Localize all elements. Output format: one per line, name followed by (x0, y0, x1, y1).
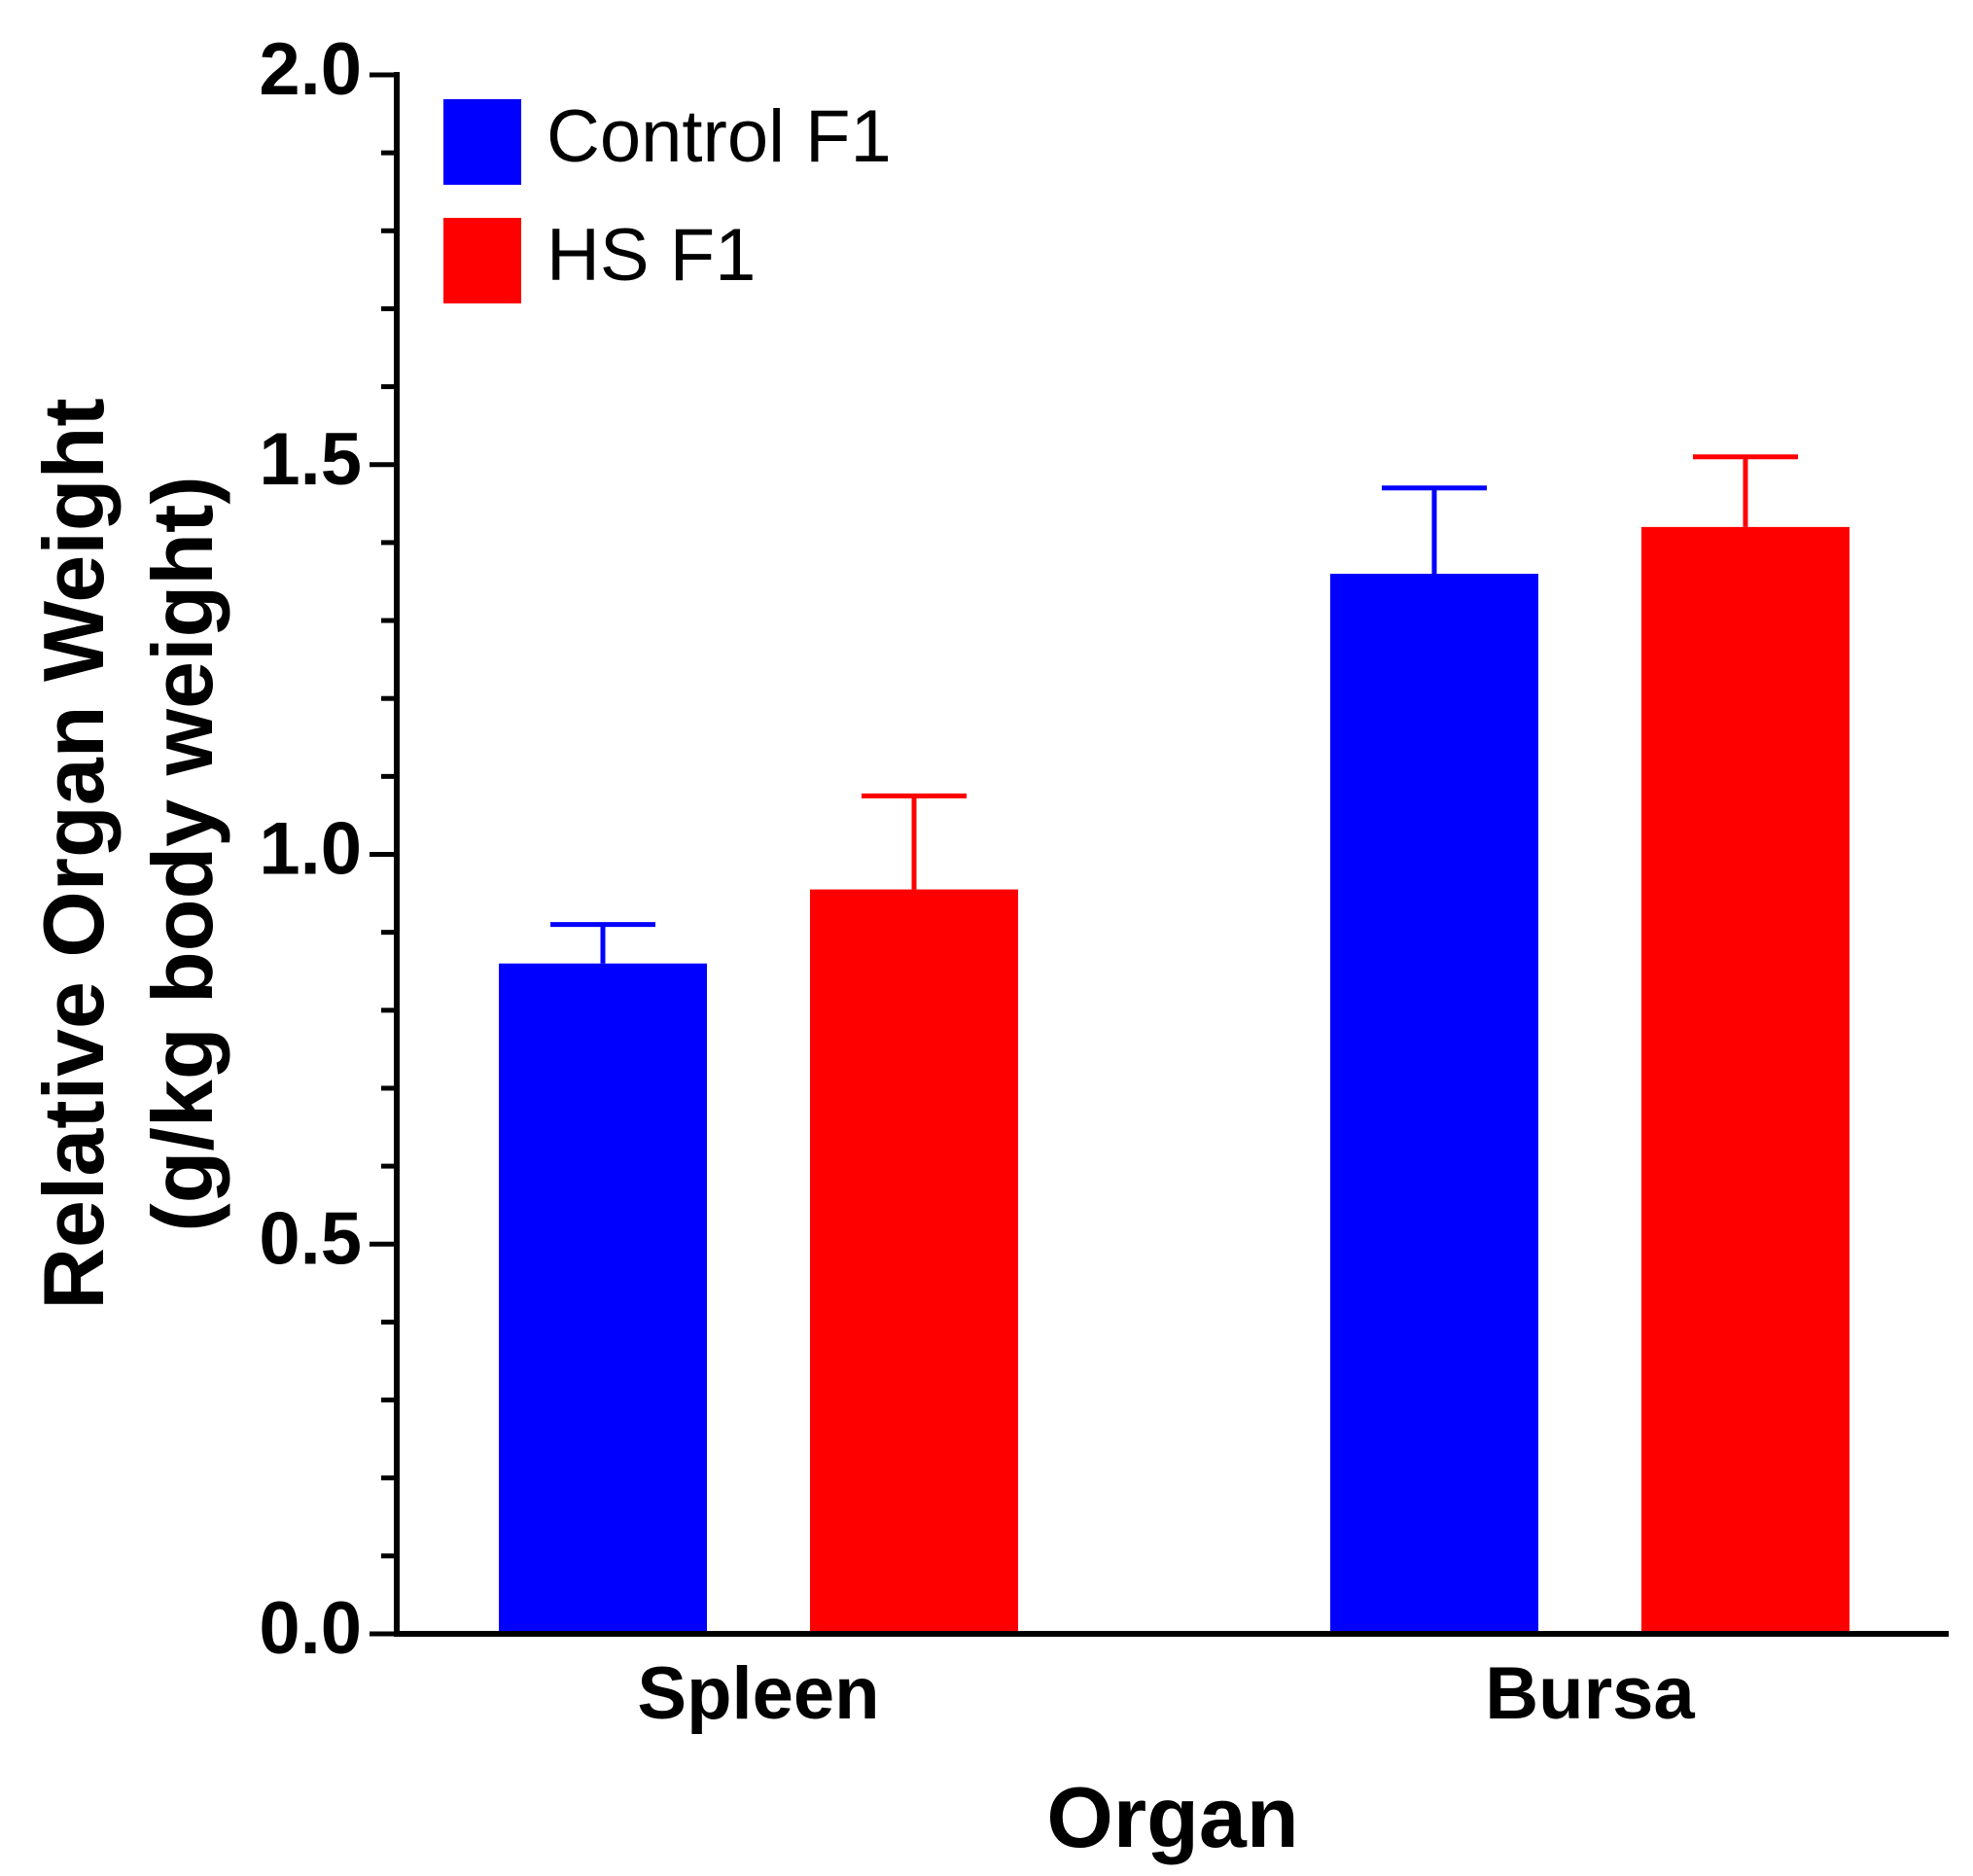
bar-spleen-hs-f1 (810, 889, 1018, 1634)
legend-label-hs-f1: HS F1 (546, 214, 756, 297)
y-tick-label: 0.5 (259, 1197, 362, 1280)
legend-label-control-f1: Control F1 (546, 95, 892, 178)
legend-swatch-hs-f1 (443, 218, 521, 303)
x-axis-title: Organ (1046, 1769, 1298, 1865)
y-axis-title-line1: Relative Organ Weight (25, 398, 122, 1309)
x-category-label-bursa: Bursa (1485, 1652, 1695, 1735)
bar-bursa-hs-f1 (1641, 526, 1850, 1634)
x-category-labels: Spleen Bursa (637, 1652, 1695, 1735)
y-tick-label: 1.0 (259, 808, 362, 891)
x-category-label-spleen: Spleen (637, 1652, 879, 1735)
bar-bursa-control-f1 (1330, 573, 1538, 1635)
y-axis-title-line2: (g/kg body weight) (134, 476, 230, 1231)
y-tick-label: 1.5 (259, 418, 362, 501)
y-axis-title: Relative Organ Weight (g/kg body weight) (25, 398, 230, 1309)
legend-swatch-control-f1 (443, 99, 521, 185)
y-tick-label: 0.0 (259, 1587, 362, 1670)
legend: Control F1 HS F1 (443, 95, 892, 303)
bars-layer (499, 526, 1850, 1635)
y-tick-label: 2.0 (259, 28, 362, 111)
error-bars-layer (550, 454, 1798, 964)
bar-spleen-control-f1 (499, 963, 707, 1634)
y-tick-labels: 0.0 0.5 1.0 1.5 2.0 (259, 28, 362, 1670)
y-ticks (370, 72, 397, 1637)
